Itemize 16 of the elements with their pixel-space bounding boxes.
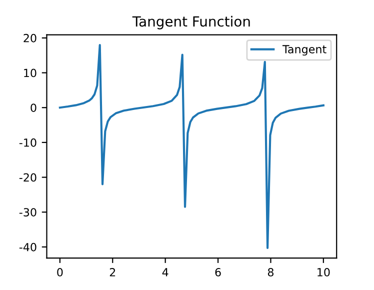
y-tick-label: -40 xyxy=(19,242,36,252)
chart-title: Tangent Function xyxy=(132,16,250,30)
x-tick-label: 0 xyxy=(57,268,63,276)
y-tick-label: 20 xyxy=(24,34,36,42)
x-tick-label: 10 xyxy=(318,268,330,276)
y-tick-label: 0 xyxy=(30,104,36,112)
y-tick-label: -30 xyxy=(19,208,36,216)
legend-label: Tangent xyxy=(282,45,326,56)
x-tick-label: 6 xyxy=(215,268,221,276)
x-tick-label: 8 xyxy=(268,268,274,276)
line-series xyxy=(58,44,324,250)
y-tick-label: 10 xyxy=(24,68,36,78)
y-tick-label: -10 xyxy=(19,138,36,147)
x-tick-label: 2 xyxy=(110,268,116,276)
x-tick-label: 4 xyxy=(162,268,168,276)
y-tick-label: -20 xyxy=(19,173,36,182)
